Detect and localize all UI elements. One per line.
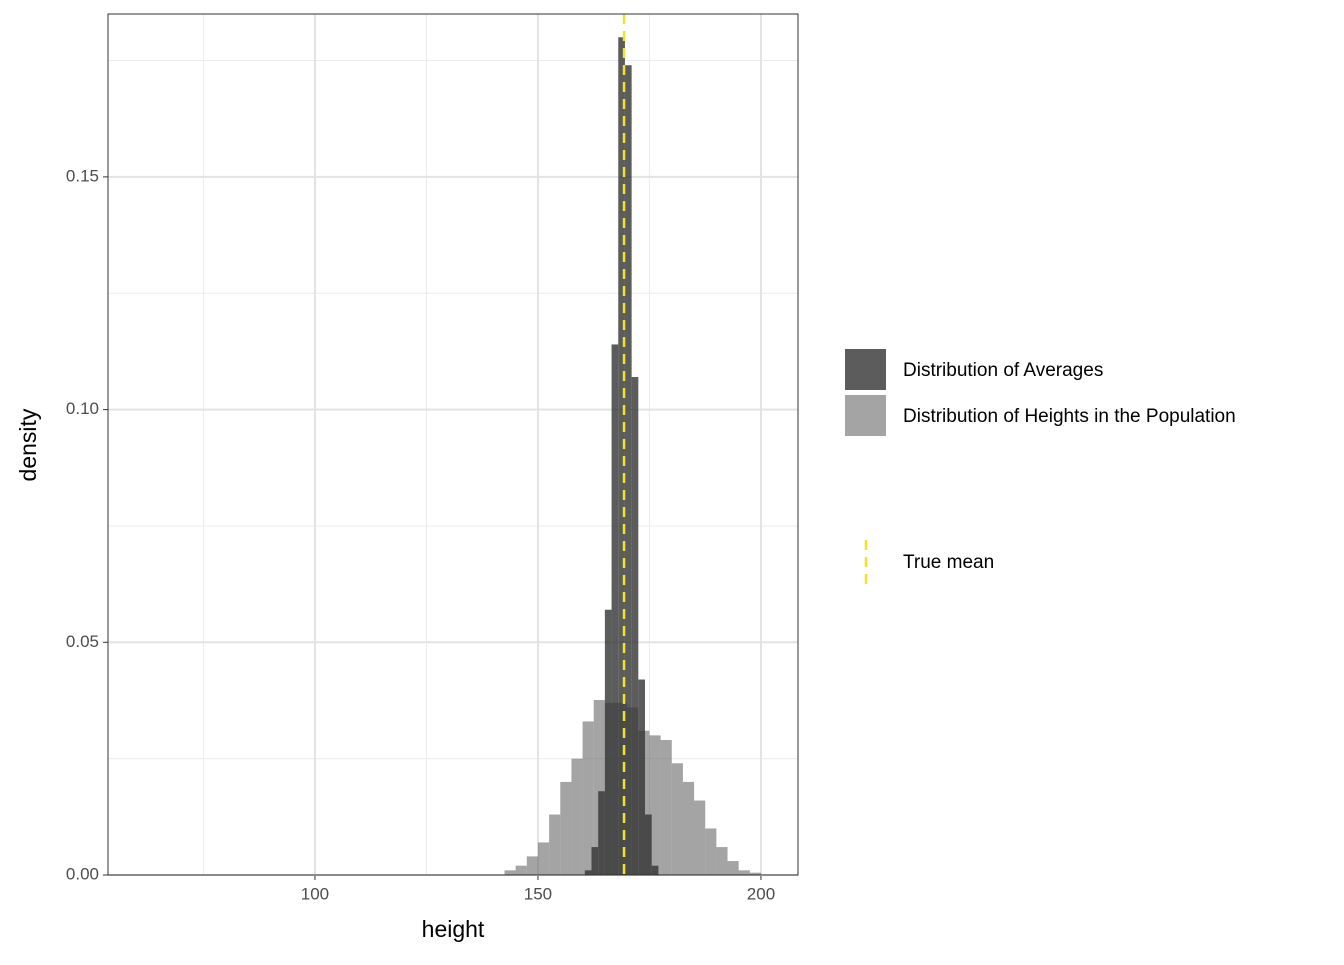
panel [108,14,798,875]
histogram-bar [749,872,761,875]
legend-key [845,349,886,390]
histogram-bar [705,828,717,875]
histogram-bar [584,870,592,875]
legend-label: Distribution of Averages [903,360,1103,381]
histogram-bar [560,781,572,875]
y-tick-label: 0.10 [66,399,99,418]
histogram-bar [591,847,599,875]
histogram-bar [549,814,561,875]
histogram-bar [660,740,672,875]
histogram-bar [631,377,639,875]
histogram-bar [598,791,605,875]
y-tick-label: 0.00 [66,864,99,883]
x-axis-title: height [422,916,485,942]
histogram-bar [618,37,625,876]
legend-label: Distribution of Heights in the Populatio… [903,406,1236,427]
x-tick-label: 150 [524,884,552,903]
histogram-bar [604,609,612,875]
histogram-bar [716,847,728,875]
histogram-bar [582,721,594,875]
legend-label: True mean [903,552,994,573]
y-axis-title: density [15,408,41,481]
histogram-bar [504,870,516,875]
histogram-bar [624,65,632,876]
x-tick-label: 200 [747,884,775,903]
histogram-bar [593,700,605,875]
y-tick-label: 0.05 [66,632,99,651]
histogram-bar [515,865,527,875]
histogram-bar [682,781,695,875]
histogram-bar [537,842,550,875]
histogram-bar [571,758,583,875]
legend-key [845,395,886,436]
histogram-bar [638,679,646,875]
histogram-bar [694,800,706,875]
histogram-bar [671,763,683,875]
histogram-bar [645,814,652,875]
y-tick-label: 0.15 [66,166,99,185]
histogram-bar [727,861,739,875]
panel-border [107,13,799,876]
histogram-bar [738,870,750,875]
x-tick-label: 100 [301,884,329,903]
histogram-bar [649,735,661,875]
histogram-bar [651,865,659,875]
histogram-bar [526,856,538,875]
histogram-bar [611,344,619,875]
